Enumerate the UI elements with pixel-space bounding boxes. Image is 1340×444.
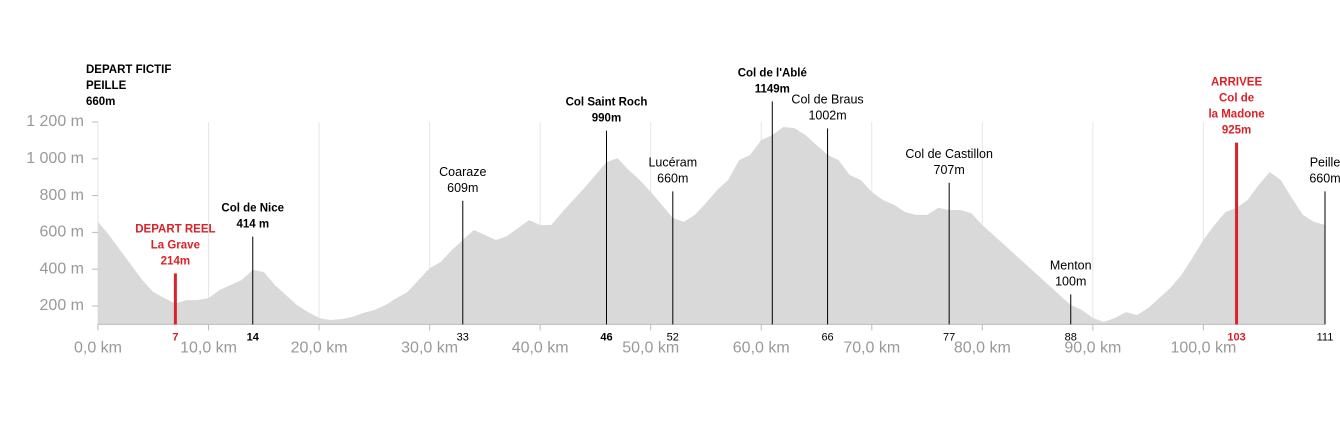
marker-name: Col de Nice [221, 203, 284, 215]
marker-elevation: 414 m [236, 219, 269, 231]
y-tick-label: 1 200 m [26, 113, 84, 130]
marker-elevation: 609m [447, 181, 478, 195]
marker-elevation: 660m [657, 172, 688, 186]
marker-name: DEPART FICTIF [86, 64, 171, 76]
marker-name: la Madone [1208, 109, 1264, 121]
km-label: 111 [1317, 331, 1334, 343]
marker-elevation: 214m [161, 255, 190, 267]
marker-elevation: 660m [1309, 172, 1340, 186]
marker-name: Lucéram [648, 156, 697, 170]
elevation-area [98, 126, 1325, 325]
marker-elevation: 1149m [755, 83, 790, 95]
x-tick-label: 10,0 km [180, 340, 237, 357]
km-label: 88 [1065, 331, 1077, 343]
marker-name: Menton [1050, 259, 1092, 273]
km-label: 46 [600, 331, 612, 343]
km-label: 33 [457, 331, 469, 343]
km-label: 103 [1227, 331, 1245, 343]
x-tick-label: 70,0 km [843, 340, 900, 357]
x-tick-label: 90,0 km [1064, 340, 1121, 357]
y-tick-label: 400 m [40, 260, 84, 277]
marker-name: La Grave [151, 239, 200, 251]
marker-elevation: 100m [1055, 275, 1086, 289]
marker-elevation: 660m [86, 96, 115, 108]
marker-name: Peille [1310, 156, 1340, 170]
marker-elevation: 990m [592, 113, 621, 125]
y-tick-label: 800 m [40, 187, 84, 204]
marker-name: Col de Braus [791, 93, 863, 107]
x-tick-label: 0,0 km [74, 340, 122, 357]
marker-name: Col de Castillon [905, 147, 993, 161]
x-tick-label: 60,0 km [733, 340, 790, 357]
marker-name: Col de l'Ablé [738, 67, 807, 79]
marker-name: Coaraze [439, 165, 486, 179]
y-tick-label: 1 000 m [26, 150, 84, 167]
marker-name: PEILLE [86, 80, 127, 92]
marker-elevation: 925m [1222, 125, 1251, 137]
km-label: 52 [667, 331, 679, 343]
marker-name: Col de [1219, 93, 1254, 105]
x-tick-label: 80,0 km [954, 340, 1011, 357]
x-tick-label: 30,0 km [401, 340, 458, 357]
km-label: 14 [247, 331, 260, 343]
x-tick-label: 20,0 km [291, 340, 348, 357]
marker-elevation: 1002m [808, 109, 846, 123]
km-label: 66 [821, 331, 833, 343]
marker-name: ARRIVEE [1211, 77, 1262, 89]
x-tick-label: 40,0 km [512, 340, 569, 357]
km-label: 77 [943, 331, 955, 343]
km-label: 7 [172, 331, 178, 343]
marker-name: Col Saint Roch [566, 97, 648, 109]
x-tick-label: 100,0 km [1170, 340, 1236, 357]
y-tick-label: 600 m [40, 224, 84, 241]
x-tick-label: 50,0 km [622, 340, 679, 357]
marker-elevation: 707m [934, 163, 965, 177]
y-tick-label: 200 m [40, 297, 84, 314]
marker-name: DEPART REEL [135, 223, 215, 235]
